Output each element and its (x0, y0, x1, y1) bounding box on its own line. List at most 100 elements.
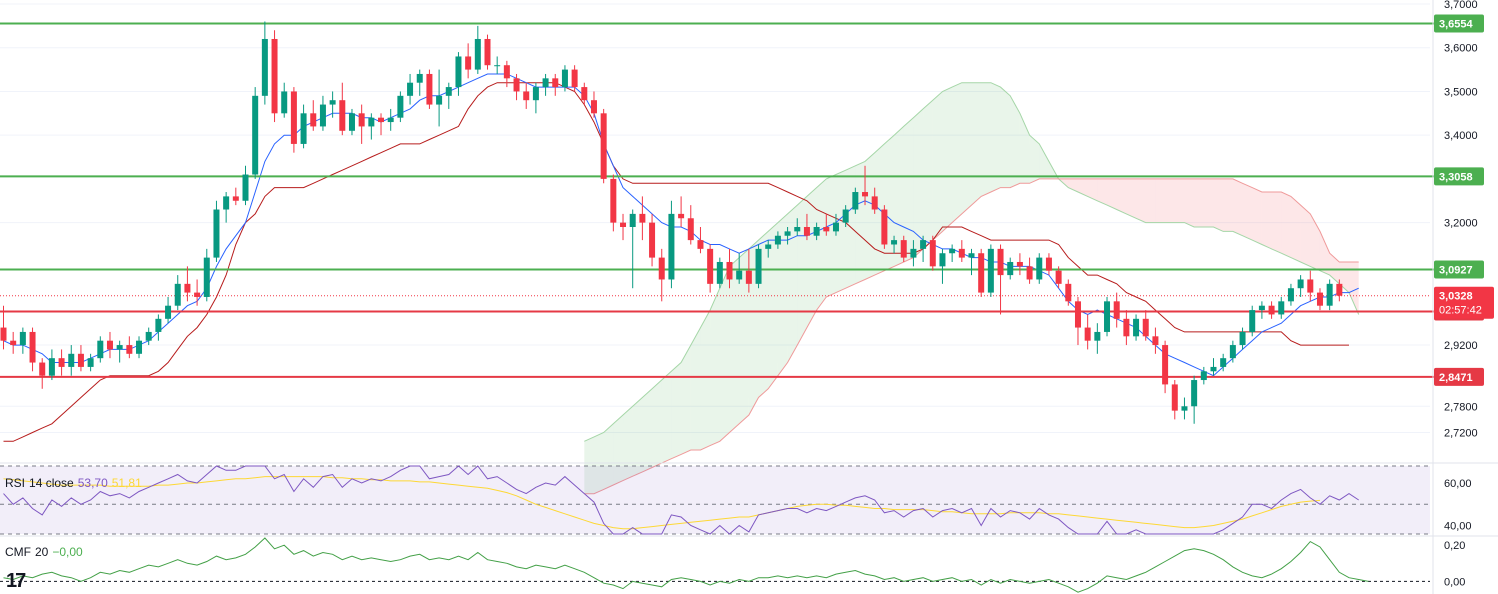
candle-body (77, 353, 84, 367)
cloud-segment (1077, 178, 1088, 197)
candle-body (513, 78, 520, 92)
candle-body (1326, 283, 1333, 306)
cloud-segment (835, 170, 846, 293)
cmf-tick-label: 0,00 (1444, 576, 1465, 588)
candle-body (755, 248, 762, 284)
cloud-segment (942, 87, 953, 232)
cloud-segment (971, 82, 982, 206)
candle-body (939, 253, 946, 267)
cloud-segment (1087, 178, 1098, 201)
candle-body (1074, 301, 1081, 328)
candle-body (126, 345, 133, 354)
candle-body (1278, 301, 1285, 315)
candle-body (348, 113, 355, 131)
candle-body (48, 358, 55, 376)
cloud-segment (816, 178, 827, 311)
cloud-segment (700, 310, 711, 450)
candle-body (620, 222, 627, 227)
cloud-segment (787, 205, 798, 363)
candle-body (426, 73, 433, 105)
candle-body (223, 196, 230, 210)
candle-body (116, 345, 123, 350)
cloud-segment (623, 406, 633, 481)
candle-body (58, 358, 65, 367)
candle-body (445, 87, 452, 96)
rsi-band (0, 466, 1430, 534)
cloud-segment (632, 397, 643, 477)
cloud-segment (1203, 178, 1214, 227)
cloud-segment (1261, 192, 1272, 249)
candle-body (745, 270, 752, 284)
cloud-segment (777, 213, 788, 376)
level-price-tag (1434, 367, 1484, 386)
cloud-segment (981, 82, 991, 197)
candle-body (590, 100, 597, 114)
candle-body (252, 95, 259, 175)
cloud-segment (952, 82, 962, 223)
candle-body (416, 73, 423, 83)
candle-body (1171, 384, 1178, 411)
candle-body (649, 222, 656, 258)
candle-body (368, 117, 375, 127)
cloud-segment (603, 423, 614, 490)
candle-body (1258, 305, 1265, 311)
candle-body (813, 227, 820, 236)
candle-body (310, 113, 317, 127)
candle-body (281, 91, 288, 114)
candle-body (1055, 270, 1062, 284)
cloud-segment (613, 415, 624, 485)
candle-body (184, 283, 191, 293)
cloud-segment (797, 196, 807, 346)
cloud-segment (1290, 196, 1301, 262)
rsi-ma-line (3, 476, 1321, 530)
candle-body (871, 196, 878, 210)
cloud-segment (826, 174, 836, 297)
candle-body (765, 244, 772, 249)
cmf-line (3, 537, 1369, 593)
candle-body (1094, 331, 1101, 341)
candle-body (378, 117, 385, 123)
cloud-segment (1223, 178, 1233, 232)
cloud-segment (768, 222, 778, 389)
candle-body (794, 227, 801, 232)
price-tick-label: 2,7800 (1444, 401, 1478, 413)
cloud-segment (1242, 183, 1253, 241)
cmf-legend-name: CMF (5, 545, 31, 559)
last-price-tag (1434, 286, 1494, 319)
cmf-legend-params: 20 (35, 545, 49, 559)
cloud-segment (1174, 178, 1185, 223)
rsi-legend-params: 14 close (29, 476, 74, 490)
candle-body (581, 87, 588, 101)
candle-body (832, 222, 839, 232)
last-price-label: 3,0328 (1439, 291, 1473, 303)
horizontal-levels (0, 22, 1434, 378)
candle-body (1113, 301, 1120, 319)
cloud-segment (642, 388, 653, 472)
candle-body (1229, 345, 1236, 359)
candle-body (852, 192, 859, 210)
candle-body (900, 240, 907, 258)
candle-body (1084, 327, 1091, 341)
price-tick-label: 3,6000 (1444, 43, 1478, 55)
cloud-segment (652, 380, 662, 468)
candle-body (387, 117, 394, 123)
candle-body (213, 209, 220, 258)
cloud-segment (1039, 143, 1049, 179)
candle-body (484, 38, 491, 66)
candle-body (1239, 331, 1246, 346)
cloud-segment (661, 371, 672, 464)
cloud-segment (806, 187, 817, 328)
candle-body (784, 231, 791, 236)
candle-body (300, 113, 307, 144)
rsi-legend-ma-value: 51,81 (111, 476, 142, 490)
candle-body (542, 78, 549, 88)
rsi-tick-label: 40,00 (1444, 521, 1472, 533)
tradingview-logo: 17 (6, 570, 26, 592)
candle-body (10, 340, 17, 346)
senkou-span-a (584, 82, 1360, 442)
candle-body (39, 362, 46, 376)
cloud-segment (1319, 231, 1330, 276)
cloud-segment (1329, 253, 1340, 284)
